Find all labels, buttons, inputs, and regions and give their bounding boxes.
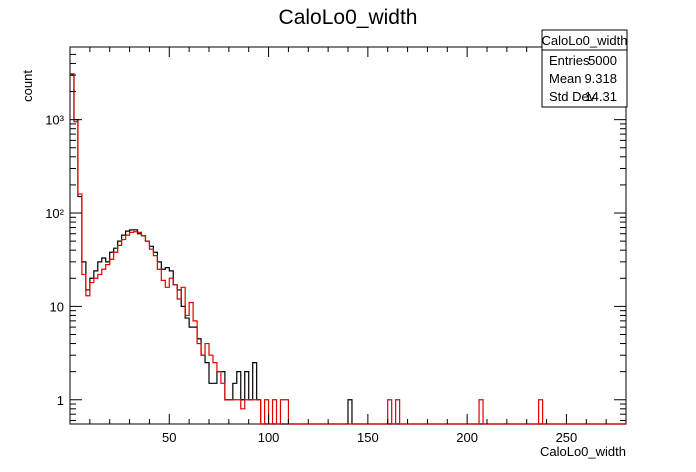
stats-label-mean: Mean <box>549 71 582 86</box>
x-tick-label: 100 <box>258 430 280 445</box>
y-tick-label: 1 <box>57 393 64 408</box>
x-axis-label: CaloLo0_width <box>540 444 626 459</box>
stats-value-mean: 9.318 <box>584 71 617 86</box>
x-tick-label: 250 <box>556 430 578 445</box>
stats-label-stddev: Std Dev <box>549 89 596 104</box>
x-tick-label: 50 <box>162 430 176 445</box>
stats-value-stddev: 14.31 <box>584 89 617 104</box>
y-tick-label: 10³ <box>45 113 64 128</box>
stats-label-entries: Entries <box>549 53 590 68</box>
axis-ticks-group: 50 100 150 200 250 1 10 10² 10³ <box>45 46 626 445</box>
y-tick-label: 10² <box>45 206 64 221</box>
stats-box-title: CaloLo0_width <box>541 33 627 48</box>
stats-box: CaloLo0_width Entries 5000 Mean 9.318 St… <box>541 29 628 108</box>
histogram-series-group <box>70 73 626 425</box>
y-tick-label: 10 <box>50 299 64 314</box>
y-axis-label: count <box>20 70 35 102</box>
histogram-line-1 <box>70 73 626 425</box>
stats-value-entries: 5000 <box>588 53 617 68</box>
chart-title: CaloLo0_width <box>279 6 418 29</box>
histogram-series-1 <box>70 73 626 425</box>
x-tick-label: 200 <box>456 430 478 445</box>
x-tick-label: 150 <box>357 430 379 445</box>
